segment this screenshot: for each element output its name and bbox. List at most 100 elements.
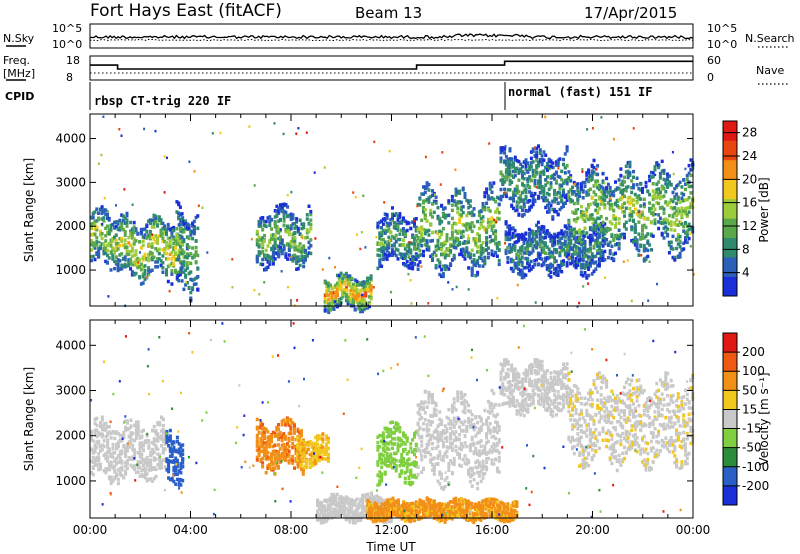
echo-cell [655, 187, 659, 192]
echo-cell [174, 246, 177, 250]
echo-cell [467, 201, 471, 205]
echo-cell [658, 175, 662, 179]
echo-cell [104, 234, 108, 238]
echo-cell [416, 246, 420, 250]
echo-cell [669, 240, 673, 245]
echo-cell [268, 435, 272, 439]
echo-cell [280, 242, 284, 246]
echo-cell [323, 280, 327, 285]
noise-point [361, 296, 364, 300]
echo-cell [293, 236, 297, 240]
echo-cell [185, 227, 189, 232]
echo-cell [675, 192, 679, 196]
echo-cell [409, 258, 413, 262]
noise-point [441, 151, 444, 154]
echo-cell [179, 478, 183, 482]
echo-cell [334, 285, 338, 290]
echo-cell [259, 449, 263, 454]
noise-point [433, 193, 436, 196]
echo-cell [259, 425, 263, 430]
noise-point [131, 203, 134, 206]
echo-cell [671, 190, 675, 195]
echo-cell [504, 159, 508, 163]
echo-cell [422, 253, 425, 258]
echo-cell [549, 164, 553, 168]
echo-cell [147, 256, 151, 260]
echo-cell [192, 226, 196, 231]
echo-cell [651, 211, 655, 215]
echo-cell [378, 258, 382, 262]
echo-cell [599, 215, 603, 219]
echo-cell [513, 157, 517, 162]
echo-cell [143, 235, 147, 240]
echo-cell [454, 236, 458, 240]
noise-point [375, 235, 378, 239]
echo-cell [168, 459, 172, 464]
echo-cell [578, 228, 582, 232]
echo-cell [653, 168, 657, 172]
echo-cell [431, 215, 434, 219]
echo-cell [565, 248, 569, 252]
echo-cell [440, 242, 444, 246]
noise-point [630, 299, 633, 303]
echo-cell [519, 205, 523, 209]
echo-cell [492, 253, 496, 258]
echo-cell [537, 164, 540, 168]
echo-cell [581, 233, 585, 238]
echo-cell [581, 196, 585, 200]
echo-cell [447, 221, 451, 225]
echo-cell [91, 254, 95, 259]
echo-cell [109, 464, 113, 468]
echo-cell [610, 206, 614, 210]
echo-cell [416, 263, 420, 267]
echo-cell [275, 214, 279, 218]
echo-cell [113, 235, 117, 239]
noise-point [451, 288, 454, 291]
echo-cell [563, 224, 567, 229]
echo-cell [321, 457, 325, 461]
echo-cell [637, 187, 641, 191]
echo-cell [380, 246, 384, 250]
echo-cell [381, 245, 385, 250]
echo-cell [689, 173, 693, 178]
echo-cell [465, 222, 469, 226]
echo-cell [431, 189, 434, 193]
echo-cell [499, 150, 503, 155]
echo-cell [337, 303, 341, 307]
echo-cell [587, 179, 591, 184]
echo-cell [562, 204, 565, 208]
echo-cell [278, 435, 282, 439]
echo-cell [261, 465, 265, 469]
echo-cell [467, 226, 471, 230]
echo-cell [501, 149, 505, 153]
echo-cell [113, 220, 117, 225]
echo-cell [499, 147, 503, 151]
echo-cell [583, 213, 587, 217]
echo-cell [323, 447, 327, 452]
echo-cell [172, 225, 176, 230]
echo-cell [298, 242, 302, 246]
echo-cell [312, 449, 316, 454]
echo-cell [452, 242, 456, 246]
echo-cell [504, 230, 508, 234]
echo-cell [685, 177, 689, 182]
echo-cell [91, 472, 95, 477]
echo-cell [544, 258, 547, 263]
echo-cell [449, 244, 453, 248]
echo-cell [298, 249, 302, 254]
echo-cell [411, 233, 415, 237]
noise-point [454, 168, 457, 171]
echo-cell [152, 429, 156, 433]
echo-cell [588, 187, 592, 191]
echo-region [323, 271, 373, 315]
echo-cell [529, 231, 533, 235]
echo-cell [350, 288, 354, 293]
echo-cell [298, 443, 302, 447]
echo-cell [628, 161, 632, 166]
echo-cell [572, 233, 576, 237]
echo-cell [592, 221, 596, 226]
echo-cell [264, 248, 268, 253]
echo-cell [490, 220, 494, 224]
echo-cell [538, 159, 542, 164]
echo-cell [621, 232, 625, 237]
